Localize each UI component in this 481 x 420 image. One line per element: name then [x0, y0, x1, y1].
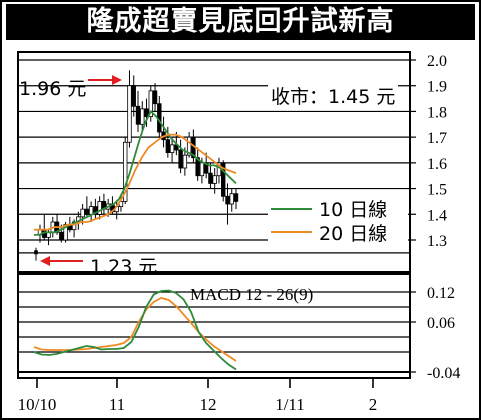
candle — [144, 98, 149, 127]
candle — [97, 196, 102, 220]
close-label-bg — [268, 84, 398, 108]
x-tick-label: 12 — [200, 395, 217, 414]
x-tick-label: 11 — [109, 395, 125, 414]
macd-y-tick-label: 0.12 — [427, 285, 455, 302]
low-annotation: 1.23 元 — [90, 256, 157, 278]
price-y-tick-label: 1.3 — [427, 233, 447, 250]
candle — [169, 137, 175, 163]
macd-y-tick-label: 0.06 — [427, 315, 455, 332]
candlesticks — [34, 70, 239, 261]
macd-line — [33, 289, 237, 371]
candle — [127, 70, 132, 148]
candle — [203, 152, 209, 179]
macd-y-tick-label: -0.04 — [427, 365, 460, 382]
price-y-tick-label: 1.7 — [427, 130, 447, 147]
macd-signal-line — [33, 297, 237, 362]
price-y-tick-label: 1.8 — [427, 104, 447, 121]
candle — [233, 188, 239, 210]
candle — [229, 188, 234, 212]
candle — [212, 168, 217, 194]
macd-title: MACD 12 - 26(9) — [190, 285, 313, 304]
high-arrow — [88, 75, 122, 85]
price-y-tick-label: 1.4 — [427, 207, 447, 224]
price-y-tick-label: 1.5 — [427, 182, 447, 199]
candle — [182, 147, 188, 176]
moving-average-lines — [34, 109, 237, 236]
x-tick-label: 2 — [369, 395, 378, 414]
price-y-tick-label: 1.9 — [427, 79, 447, 96]
x-axis-ticks: 10/10 11 12 1/11 2 — [18, 378, 378, 414]
ma20-line — [34, 133, 237, 231]
high-annotation: 1.96 元 — [19, 78, 86, 100]
macd-panel — [17, 273, 411, 379]
price-y-ticks: 2.0 1.9 1.8 1.7 1.6 1.5 1.4 1.3 — [410, 53, 447, 250]
macd-lines — [33, 289, 237, 371]
macd-y-ticks: 0.12 0.06 -0.04 — [410, 285, 460, 382]
candle — [84, 196, 90, 217]
price-y-tick-label: 2.0 — [427, 53, 447, 70]
candle — [135, 90, 141, 132]
candle — [148, 85, 153, 122]
x-tick-label: 1/11 — [275, 395, 305, 414]
candle — [221, 160, 226, 202]
legend-bg — [268, 196, 408, 244]
candle — [208, 162, 213, 189]
candle — [93, 198, 98, 220]
x-tick-label: 10/10 — [18, 395, 57, 414]
chart-title: 隆成超賣見底回升試新高 — [6, 4, 475, 40]
close-annotation: 收市：1.45 元 — [271, 86, 395, 108]
candle — [140, 101, 145, 132]
low-arrow — [40, 256, 83, 266]
low-candle — [34, 247, 38, 261]
candle — [178, 139, 183, 174]
ma10-line — [34, 109, 237, 236]
candle — [195, 147, 200, 181]
legend-label-ma20: 20 日線 — [319, 223, 387, 245]
price-y-tick-label: 1.6 — [427, 156, 447, 173]
candle — [225, 183, 230, 225]
candle — [131, 75, 136, 117]
candle — [152, 83, 158, 112]
legend-label-ma10: 10 日線 — [319, 199, 387, 221]
